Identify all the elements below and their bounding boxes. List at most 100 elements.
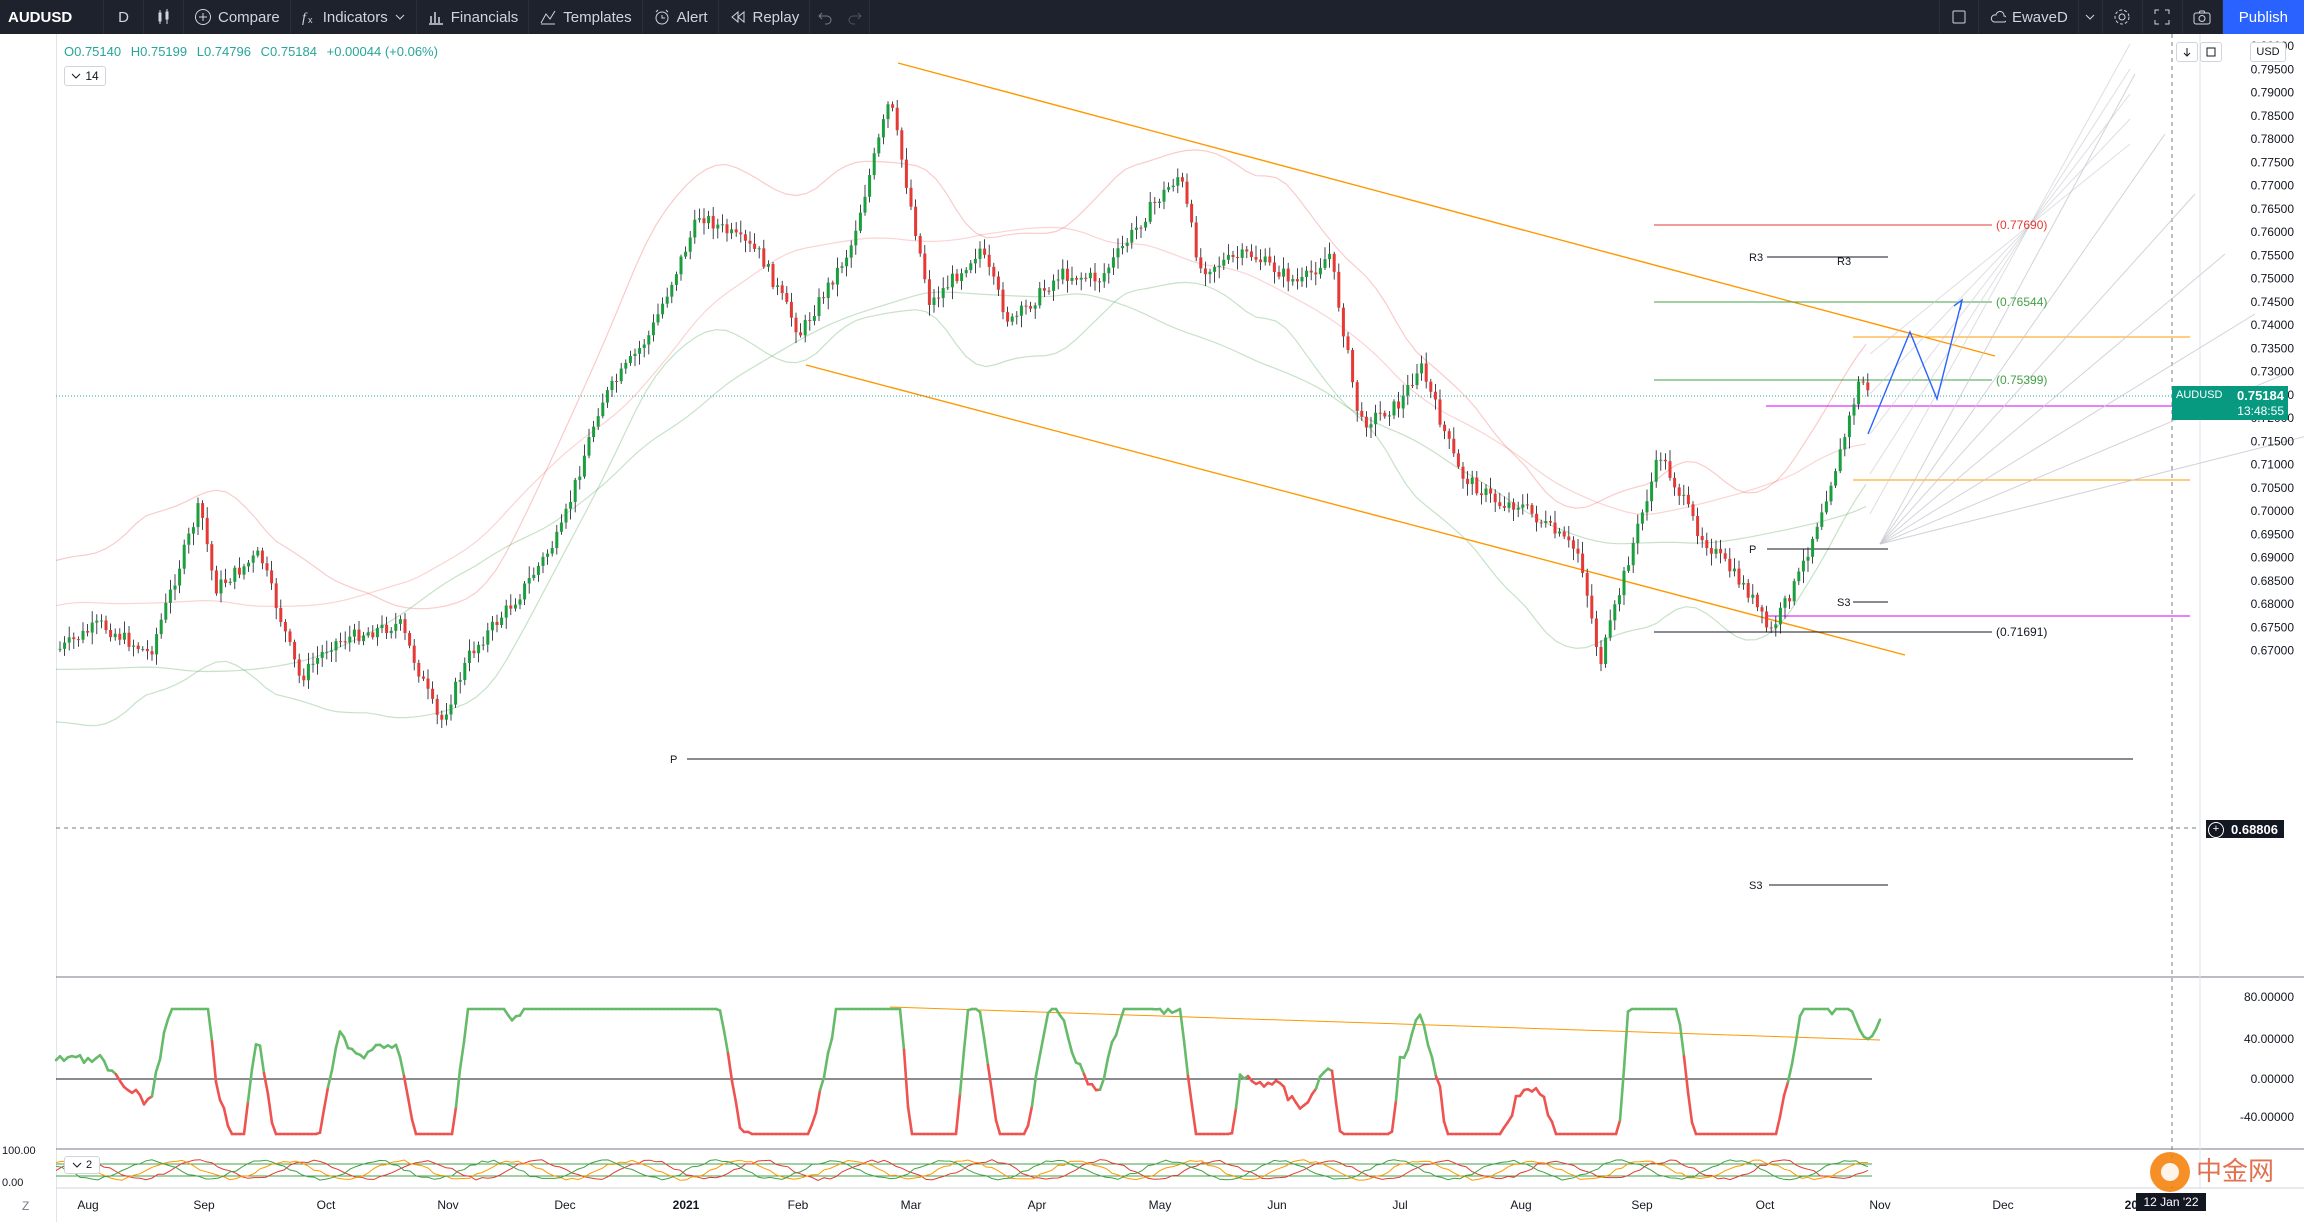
candle-body xyxy=(932,297,936,305)
templates-button[interactable]: Templates xyxy=(529,0,643,34)
candle-body xyxy=(1006,312,1010,322)
candle-body xyxy=(1121,246,1125,249)
candle-body xyxy=(1346,336,1350,350)
add-alert-plus-icon[interactable]: + xyxy=(2208,822,2224,838)
osc-segment xyxy=(1186,1074,1194,1107)
osc-segment xyxy=(158,1031,166,1061)
chart-canvas[interactable]: (0.77690) (0.76544) (0.75399) (0.71691) … xyxy=(0,34,2304,1222)
fib-label-077690[interactable]: (0.77690) xyxy=(1996,218,2047,232)
alert-button[interactable]: Alert xyxy=(643,0,719,34)
candle-body xyxy=(343,641,347,643)
candle-body xyxy=(950,273,954,288)
settings-button[interactable] xyxy=(2103,0,2143,34)
legend-high: H0.75199 xyxy=(130,44,188,59)
publish-button[interactable]: Publish xyxy=(2222,0,2304,34)
cloud-icon xyxy=(1990,11,2006,23)
osc-segment xyxy=(990,1090,998,1122)
horizontal-levels[interactable] xyxy=(56,34,2200,1188)
price-axis-label: 0.73000 xyxy=(2251,365,2295,379)
financials-button[interactable]: Financials xyxy=(417,0,530,34)
osc-segment xyxy=(1778,1094,1786,1119)
fan-line xyxy=(1879,436,2304,545)
channel-upper-line[interactable] xyxy=(897,62,1996,357)
candle-body xyxy=(173,585,177,590)
osc-segment xyxy=(214,1080,222,1102)
candle-body xyxy=(697,218,701,220)
layout-name-button[interactable]: EwaveD xyxy=(1979,0,2079,34)
band-line xyxy=(55,281,1867,727)
candle-body xyxy=(279,607,283,623)
candle-body xyxy=(1355,382,1359,411)
candle-body xyxy=(1019,305,1023,316)
candle-body xyxy=(638,348,642,354)
undo-button[interactable] xyxy=(810,0,840,34)
osc-segment xyxy=(1070,1051,1078,1064)
indicators-toggle[interactable]: 14 xyxy=(64,66,106,86)
osc-segment xyxy=(206,1007,214,1043)
fib-label-075399[interactable]: (0.75399) xyxy=(1996,373,2047,387)
candle-body xyxy=(1392,401,1396,416)
candle-body xyxy=(1015,315,1019,317)
candle-body xyxy=(822,297,826,299)
candle-body xyxy=(766,264,770,267)
redo-button[interactable] xyxy=(840,0,871,34)
channel-lower-line[interactable] xyxy=(805,364,1906,656)
compare-button[interactable]: Compare xyxy=(184,0,291,34)
fib-label-071691[interactable]: (0.71691) xyxy=(1996,625,2047,639)
zoom-label[interactable]: Z xyxy=(22,1199,30,1213)
candle-body xyxy=(1493,493,1497,503)
chart-type-button[interactable] xyxy=(144,0,184,34)
candle-body xyxy=(1663,459,1667,462)
candle-body xyxy=(297,659,301,676)
candle-body xyxy=(1167,187,1171,190)
snapshot-button[interactable] xyxy=(2183,0,2223,34)
candle-body xyxy=(1286,268,1290,282)
candle-body xyxy=(555,531,559,548)
osc-segment xyxy=(1114,1020,1122,1037)
candle-body xyxy=(1024,305,1028,307)
candle-body xyxy=(1498,502,1502,507)
interval-button[interactable]: D xyxy=(104,0,144,34)
candle-body xyxy=(329,650,333,652)
candlestick-series[interactable] xyxy=(58,99,1870,728)
candle-body xyxy=(1544,521,1548,523)
candle-body xyxy=(435,698,439,715)
lower-pane-toggle[interactable]: 2 xyxy=(64,1156,100,1174)
candle-body xyxy=(909,187,913,207)
candle-body xyxy=(99,620,103,622)
candle-body xyxy=(1719,548,1723,554)
reset-scale-button[interactable] xyxy=(2200,42,2222,62)
current-price-tag: AUDUSD 0.75184 13:48:55 xyxy=(2172,386,2288,420)
osc-segment xyxy=(1190,1104,1198,1136)
candle-body xyxy=(1314,272,1318,275)
stochastic-pane[interactable]: 100.00 0.00 xyxy=(2,1145,1872,1189)
osc-segment xyxy=(830,1007,838,1040)
candle-body xyxy=(1581,553,1585,573)
scroll-down-button[interactable] xyxy=(2176,42,2198,62)
time-axis[interactable]: Aug Sep Oct Nov Dec 2021 Feb Mar Apr May Jun Jul Aug… xyxy=(77,1198,2151,1212)
price-axis[interactable]: 0.800000.795000.790000.785000.780000.775… xyxy=(2251,39,2295,658)
symbol-search[interactable]: AUDUSD xyxy=(0,0,104,34)
osc-segment xyxy=(718,1009,726,1032)
osc-trendline[interactable] xyxy=(889,1006,1881,1041)
layout-menu-button[interactable] xyxy=(2079,0,2103,34)
candle-body xyxy=(785,293,789,302)
fan-lines[interactable] xyxy=(1869,43,2304,545)
price-axis-label: 0.79500 xyxy=(2251,62,2295,76)
candle-body xyxy=(633,353,637,357)
osc-segment xyxy=(954,1092,962,1136)
wave-projection[interactable] xyxy=(1867,299,1963,435)
osc-segment xyxy=(1774,1115,1782,1136)
select-layout-button[interactable] xyxy=(1938,0,1979,34)
candle-body xyxy=(1558,531,1562,534)
candle-body xyxy=(1001,289,1005,313)
fib-label-076544[interactable]: (0.76544) xyxy=(1996,295,2047,309)
candle-body xyxy=(421,676,425,679)
currency-selector[interactable]: USD xyxy=(2250,42,2286,62)
fullscreen-button[interactable] xyxy=(2143,0,2183,34)
oscillator-pane[interactable]: 80.00000 40.00000 0.00000 -40.00000 xyxy=(54,990,2294,1136)
descending-channel[interactable] xyxy=(805,62,1996,656)
replay-button[interactable]: Replay xyxy=(719,0,811,34)
candle-body xyxy=(858,212,862,231)
